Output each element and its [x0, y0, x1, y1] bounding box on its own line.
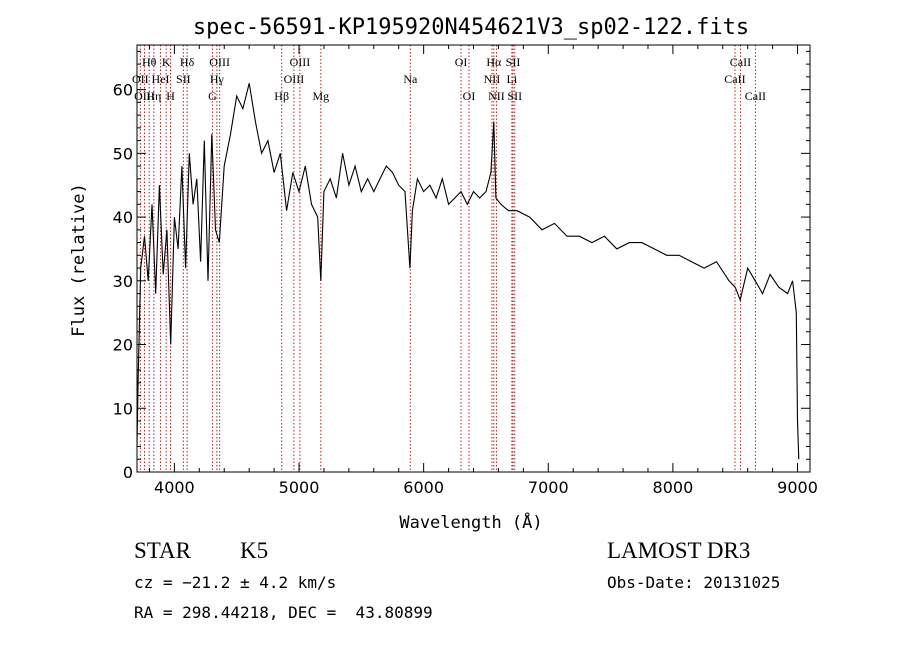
object-class: STAR: [134, 538, 191, 563]
spectral-line-label-17: OI: [455, 55, 468, 69]
spectral-line-label-0: Hθ: [142, 55, 157, 69]
spectral-line-label-3: K: [162, 55, 171, 69]
survey-name: LAMOST DR3: [607, 538, 751, 563]
spectral-line-label-8: SII: [176, 72, 191, 86]
y-tick-label-5: 50: [113, 144, 133, 163]
observation-date: Obs-Date: 20131025: [607, 573, 781, 592]
spectral-line-label-13: OIII: [290, 55, 311, 69]
spectrum-chart: spec-56591-KP195920N454621V3_sp02-122.fi…: [69, 15, 818, 533]
x-tick-label-0: 4000: [154, 478, 195, 497]
spectral-line-label-18: OI: [463, 89, 476, 103]
spectral-line-label-15: Mg: [312, 89, 329, 103]
spectral-line-label-26: CaII: [724, 72, 745, 86]
x-tick-label-4: 8000: [653, 478, 694, 497]
subclass: K5: [240, 538, 269, 563]
spectral-line-label-12: Hβ: [274, 89, 289, 103]
spectral-line-label-22: SII: [506, 55, 521, 69]
x-tick-label-5: 9000: [777, 478, 818, 497]
spectral-line-labels: Hθ OII OIII K HeI Hη H Hδ SII OIII Hγ G Hβ OIII OIII Mg…: [132, 55, 766, 103]
spectral-line-label-25: CaII: [730, 55, 751, 69]
y-tick-label-3: 30: [113, 272, 133, 291]
x-tick-label-2: 6000: [403, 478, 444, 497]
coordinates: RA = 298.44218, DEC = 43.80899: [134, 603, 433, 622]
spectral-line-label-1: OII: [132, 72, 149, 86]
redshift-velocity: cz = −21.2 ± 4.2 km/s: [134, 573, 337, 592]
spectral-line-label-19: Hα: [486, 55, 502, 69]
spectral-line-label-11: G: [208, 89, 217, 103]
spectral-line-label-2: OIII: [134, 89, 155, 103]
spectral-line-label-23: Li: [507, 72, 518, 86]
x-axis-label: Wavelength (Å): [399, 511, 542, 533]
x-tick-label-1: 5000: [279, 478, 320, 497]
spectral-line-label-7: Hδ: [180, 55, 195, 69]
y-tick-label-6: 60: [113, 81, 133, 100]
spectral-line-label-6: H: [166, 89, 175, 103]
spectral-line-markers: [139, 45, 756, 472]
flux-series-line: [136, 83, 800, 460]
spectral-line-label-27: CaII: [745, 89, 766, 103]
spectral-line-label-24: SII: [507, 89, 522, 103]
spectral-line-label-9: OIII: [209, 55, 230, 69]
x-tick-label-3: 7000: [528, 478, 569, 497]
spectral-line-label-10: Hγ: [210, 72, 225, 86]
spectral-line-label-5: Hη: [146, 89, 161, 103]
plot-frame: [136, 44, 811, 473]
y-tick-label-4: 40: [113, 208, 133, 227]
spectral-line-label-14: OIII: [284, 72, 305, 86]
spectral-line-label-4: HeI: [152, 72, 170, 86]
y-tick-label-2: 20: [113, 336, 133, 355]
y-tick-label-1: 10: [113, 399, 133, 418]
spectral-line-label-21: NII: [488, 89, 505, 103]
spectral-line-label-20: NII: [484, 72, 501, 86]
y-axis-label: Flux (relative): [69, 183, 89, 337]
axes: 4000 5000 6000 7000 8000 9000 0 10 20 30 40 50 60: [113, 45, 818, 497]
spectral-line-label-16: Na: [403, 72, 418, 86]
chart-title: spec-56591-KP195920N454621V3_sp02-122.fi…: [193, 15, 749, 40]
y-tick-label-0: 0: [123, 463, 133, 482]
